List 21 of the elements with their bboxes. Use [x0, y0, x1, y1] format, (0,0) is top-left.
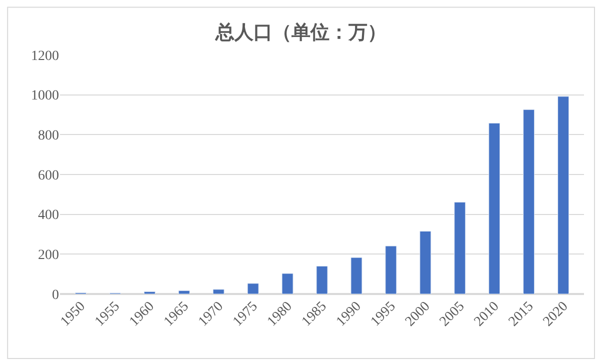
bar [420, 231, 432, 294]
y-tick-label: 400 [38, 208, 59, 224]
bar [178, 290, 190, 294]
bar [523, 109, 535, 294]
y-tick-label: 800 [38, 128, 59, 144]
bar [488, 122, 500, 294]
bar [212, 289, 224, 294]
bar [282, 273, 294, 294]
bar [350, 257, 362, 294]
y-tick-label: 200 [38, 248, 59, 264]
y-tick-label: 1000 [31, 88, 59, 104]
y-tick-label: 0 [52, 288, 59, 303]
bar [385, 246, 397, 294]
bar [316, 266, 328, 294]
chart-title: 总人口（单位：万） [214, 22, 386, 44]
bar [247, 283, 259, 294]
bar [558, 96, 570, 294]
y-tick-label: 1200 [31, 48, 59, 64]
y-tick-label: 600 [38, 168, 59, 184]
bar [454, 202, 466, 294]
bar [144, 291, 156, 294]
